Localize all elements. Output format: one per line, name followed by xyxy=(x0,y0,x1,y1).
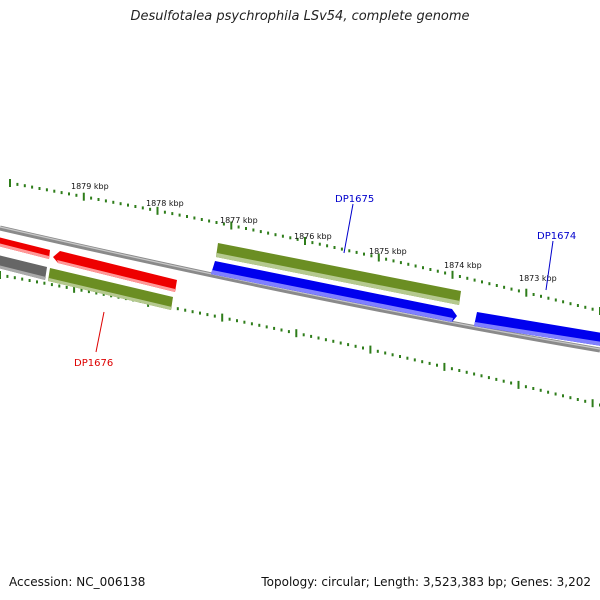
cds-grey-left[interactable] xyxy=(0,255,47,280)
scale-label-1877: 1877 kbp xyxy=(220,216,258,225)
leader-dp1674 xyxy=(545,240,554,291)
upper-tick-row xyxy=(9,179,600,315)
cds-blue-dp1674[interactable] xyxy=(474,312,600,346)
cds-red-dp1676[interactable] xyxy=(53,251,177,292)
genome-title: Desulfotalea psychrophila LSv54, complet… xyxy=(130,9,470,24)
leader-dp1676 xyxy=(95,311,105,353)
gene-label-leaders xyxy=(95,203,554,353)
gene-label-dp1676[interactable]: DP1676 xyxy=(74,358,113,369)
genome-summary-text: Topology: circular; Length: 3,523,383 bp… xyxy=(261,575,591,589)
cds-green-lower[interactable] xyxy=(48,268,173,310)
cds-features xyxy=(0,237,600,346)
cds-green-dp1675-upper[interactable] xyxy=(216,243,461,305)
scale-label-1876: 1876 kbp xyxy=(294,232,332,241)
scale-label-1879: 1879 kbp xyxy=(71,182,109,191)
cds-blue-dp1675[interactable] xyxy=(211,261,457,322)
scale-label-1875: 1875 kbp xyxy=(369,247,407,256)
genome-backbone xyxy=(0,225,600,353)
scale-label-1873: 1873 kbp xyxy=(519,274,557,283)
leader-dp1675 xyxy=(343,203,354,254)
cds-red-left[interactable] xyxy=(0,237,50,259)
scale-label-1878: 1878 kbp xyxy=(146,199,184,208)
scale-labels: 1879 kbp 1878 kbp 1877 kbp 1876 kbp 1875… xyxy=(71,182,557,283)
gene-label-dp1674[interactable]: DP1674 xyxy=(537,231,576,242)
gene-label-dp1675[interactable]: DP1675 xyxy=(335,194,374,205)
scale-label-1874: 1874 kbp xyxy=(444,261,482,270)
gene-labels: DP1676 DP1675 DP1674 xyxy=(74,194,576,369)
accession-text: Accession: NC_006138 xyxy=(9,575,146,589)
